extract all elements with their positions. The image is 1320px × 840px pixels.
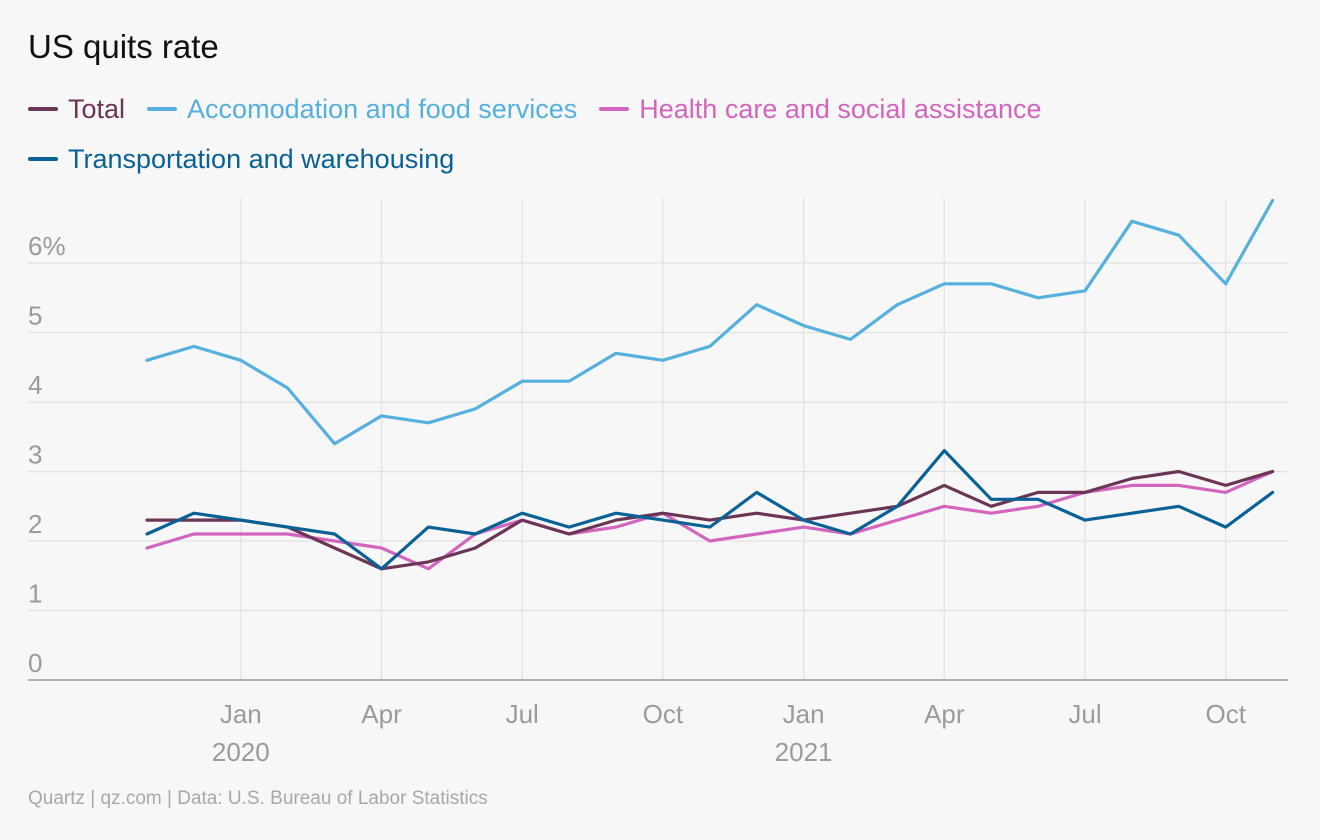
legend-item-health-care: Health care and social assistance	[599, 93, 1042, 125]
x-tick-year-label: 2021	[775, 737, 833, 767]
legend-row-1: Total Accomodation and food services Hea…	[28, 84, 1228, 134]
gridlines	[28, 198, 1288, 680]
x-tick-label: Jan	[220, 699, 262, 729]
y-tick-label: 5	[28, 301, 42, 331]
x-tick-label: Apr	[924, 699, 965, 729]
x-tick-year-label: 2020	[212, 737, 270, 767]
legend-item-accommodation: Accomodation and food services	[147, 94, 577, 125]
x-tick-label: Jul	[506, 699, 539, 729]
series-line-accomodation-and-food-services	[145, 198, 1275, 446]
axes: 0 1 2 3 4 5 6% Jan 2020 Apr Jul Oct Jan 2021 Apr Jul Oct	[28, 231, 1288, 767]
legend-row-2: Transportation and warehousing	[28, 134, 1228, 184]
y-tick-label: 0	[28, 648, 42, 678]
legend-swatch-accommodation	[147, 107, 178, 111]
legend-label-accommodation: Accomodation and food services	[187, 93, 578, 124]
legend-label-transportation: Transportation and warehousing	[68, 143, 455, 174]
source-note: Quartz | qz.com | Data: U.S. Bureau of L…	[28, 788, 488, 809]
x-tick-label: Jul	[1068, 699, 1101, 729]
legend-label-total: Total	[68, 93, 126, 124]
legend-item-total: Total	[28, 94, 125, 125]
x-tick-label: Apr	[361, 699, 402, 729]
chart-title: US quits rate	[28, 28, 219, 65]
legend: Total Accomodation and food services Hea…	[28, 84, 1228, 184]
y-tick-label: 1	[28, 579, 42, 609]
legend-item-transportation: Transportation and warehousing	[28, 144, 454, 175]
legend-label-health-care: Health care and social assistance	[639, 93, 1042, 124]
legend-swatch-health-care	[599, 107, 630, 111]
legend-swatch-transportation	[28, 157, 58, 161]
y-tick-label: 2	[28, 509, 42, 539]
legend-swatch-total	[28, 107, 58, 111]
x-tick-label: Oct	[1205, 699, 1246, 729]
series-line-total	[145, 469, 1275, 571]
x-tick-label: Oct	[643, 699, 684, 729]
y-tick-label: 4	[28, 370, 42, 400]
y-tick-label: 3	[28, 440, 42, 470]
series-lines	[145, 198, 1275, 571]
x-tick-label: Jan	[783, 699, 825, 729]
series-line-transportation-and-warehousing	[145, 449, 1275, 571]
y-tick-label: 6%	[28, 231, 66, 261]
